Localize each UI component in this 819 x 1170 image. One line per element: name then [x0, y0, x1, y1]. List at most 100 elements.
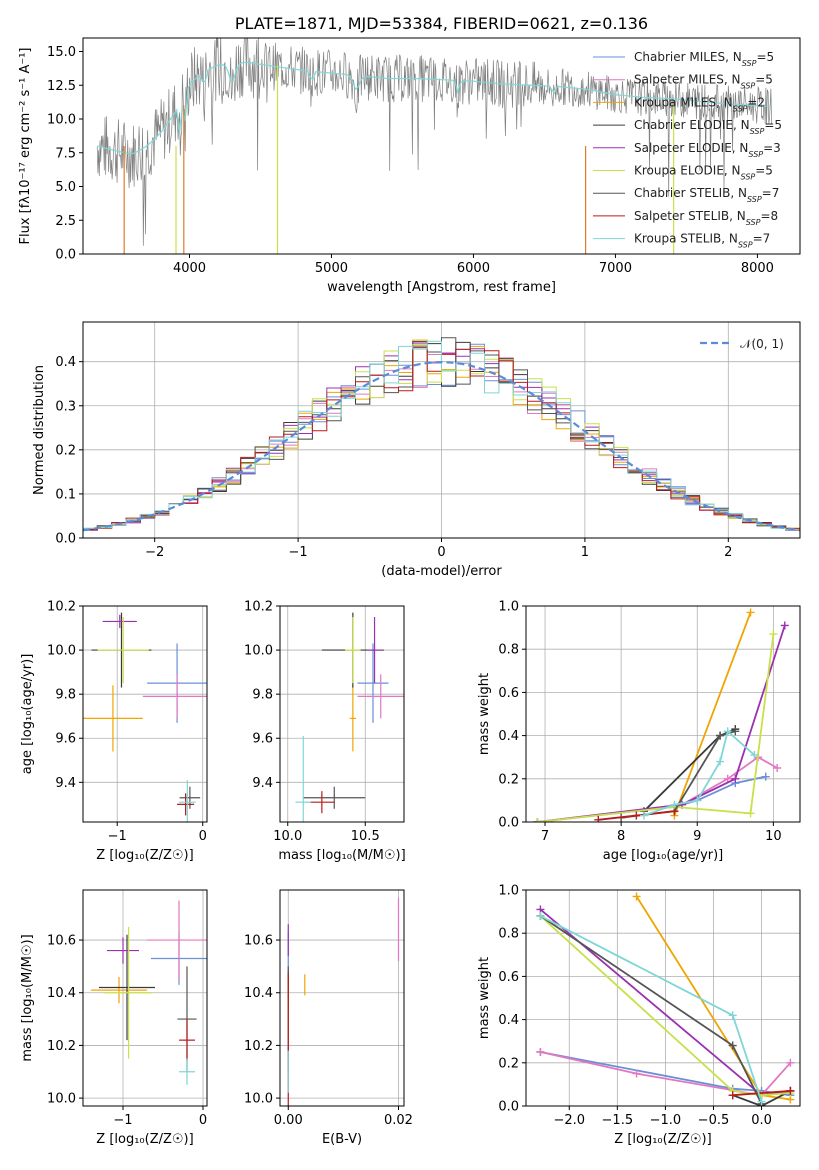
tick-label-y: 10.2 — [244, 1039, 273, 1054]
tick-label-x: 1 — [581, 545, 589, 560]
tick-label-y: 9.6 — [252, 732, 273, 747]
tick-label-y: 0.6 — [498, 686, 519, 701]
legend-subscript: SSP — [746, 217, 761, 226]
axis-label-y: mass weight — [477, 957, 492, 1039]
axis-label-y: mass [log₁₀(M/M☉)] — [20, 934, 35, 1061]
legend-value: =5 — [764, 118, 782, 132]
tick-label-y: 0.0 — [55, 248, 76, 263]
axis-label-x: Z [log₁₀(Z/Z☉)] — [96, 1132, 193, 1147]
tick-label-x: 2 — [724, 545, 732, 560]
weight-series-line — [537, 633, 775, 822]
weight-series-line — [643, 728, 736, 812]
weight-point-marker — [746, 608, 755, 617]
weight-point-marker — [536, 1048, 545, 1056]
tick-label-y: 10.6 — [244, 934, 273, 949]
axis-label-x: Z [log₁₀(Z/Z☉)] — [614, 1132, 711, 1147]
tick-label-x: 0.0 — [751, 1113, 772, 1128]
tick-label-x: 8 — [617, 829, 625, 844]
tick-label-x: 0 — [199, 1113, 207, 1128]
tick-label-y: 10.0 — [47, 1092, 76, 1107]
spectrum-data-line — [96, 38, 772, 246]
axes-frame — [82, 321, 801, 539]
weight-point-marker — [780, 621, 789, 630]
tick-label-y: 10.0 — [47, 113, 76, 128]
tick-label-x: 0 — [199, 829, 207, 844]
spectrum-model-line — [97, 61, 771, 155]
gaussian-curve — [83, 360, 800, 532]
tick-label-x: −2 — [145, 545, 164, 560]
legend-subscript: SSP — [747, 195, 762, 204]
tick-label-x: 10.0 — [273, 829, 302, 844]
axes-frame — [82, 37, 801, 255]
tick-label-y: 0.4 — [498, 729, 519, 744]
tick-label-y: 10.4 — [47, 986, 76, 1001]
weight-point-marker — [716, 757, 725, 766]
tick-label-y: 12.5 — [47, 79, 76, 94]
chart-title: PLATE=1871, MJD=53384, FIBERID=0621, z=0… — [235, 14, 648, 33]
histogram-series — [83, 340, 800, 531]
tick-label-x: 0.00 — [274, 1113, 303, 1128]
axis-label-x: Z [log₁₀(Z/Z☉)] — [96, 848, 193, 863]
tick-label-y: 10.6 — [47, 934, 76, 949]
tick-label-y: 0.6 — [498, 970, 519, 985]
legend-label: Kroupa STELIB, NSSP=7 — [634, 232, 770, 250]
tick-label-y: 0.2 — [498, 1056, 519, 1071]
tick-label-x: 10.5 — [351, 829, 380, 844]
legend-label: Chabrier STELIB, NSSP=7 — [634, 186, 779, 204]
legend-subscript: SSP — [741, 172, 756, 181]
legend-value: =2 — [747, 95, 765, 109]
tick-label-x: 0 — [437, 545, 445, 560]
tick-label-x: −1.0 — [650, 1113, 682, 1128]
tick-label-y: 0.4 — [498, 1013, 519, 1028]
axis-label-x: wavelength [Angstrom, rest frame] — [327, 280, 556, 295]
axes-frame — [82, 605, 208, 823]
tick-label-y: 10.0 — [244, 644, 273, 659]
tick-label-x: 7000 — [599, 261, 632, 276]
weight-point-marker — [723, 774, 732, 783]
tick-label-x: −1 — [289, 545, 308, 560]
tick-label-y: 0.3 — [55, 399, 76, 414]
axis-label-y: Normed distribution — [32, 365, 47, 495]
weight-series-line — [537, 625, 786, 822]
weight-series-line — [732, 1090, 791, 1106]
tick-label-x: 10 — [765, 829, 782, 844]
plot-area-age-vs-Z — [83, 612, 207, 822]
legend-subscript: SSP — [750, 127, 765, 136]
weight-series-line — [673, 612, 752, 816]
tick-label-x: 9 — [693, 829, 701, 844]
tick-label-y: 0.8 — [498, 927, 519, 942]
weight-point-marker — [786, 1058, 795, 1067]
tick-label-x: −1 — [108, 829, 127, 844]
axes-spectrum: 4000 5000 6000 7000 8000 0.0 2.5 5.0 7.5 10.0 12.5… — [18, 45, 774, 295]
weight-point-marker — [670, 800, 679, 809]
weight-point-marker — [769, 630, 778, 639]
tick-label-y: 10.2 — [244, 600, 273, 615]
tick-label-y: 0.2 — [55, 443, 76, 458]
axis-label-y: mass weight — [477, 673, 492, 755]
tick-label-y: 10.4 — [244, 986, 273, 1001]
legend-value: =3 — [763, 141, 781, 155]
tick-label-y: 9.8 — [252, 688, 273, 703]
legend-label: Kroupa MILES, NSSP=2 — [634, 95, 765, 113]
plot-area-weight-vs-Z — [536, 892, 795, 1106]
weight-point-marker — [731, 727, 740, 736]
tick-label-y: 0.1 — [55, 487, 76, 502]
tick-label-y: 1.0 — [498, 600, 519, 615]
tick-label-y: 10.2 — [47, 1039, 76, 1054]
axes-frame — [279, 889, 405, 1107]
legend-value: =7 — [762, 186, 780, 200]
tick-label-y: 5.0 — [55, 180, 76, 195]
axes-weight-vs-Z: −2.0 −1.5 −1.0 −0.5 0.0 0.0 0.2 0.4 0.6 0.8 1.0 Z [… — [477, 884, 800, 1147]
legend-subscript: SSP — [741, 81, 756, 90]
axes-frame — [279, 605, 405, 823]
legend-subscript: SSP — [748, 149, 763, 158]
tick-label-y: 10.0 — [47, 644, 76, 659]
weight-series-line — [540, 1051, 792, 1097]
weight-point-marker — [536, 911, 545, 920]
tick-label-y: 0.8 — [498, 643, 519, 658]
legend-subscript: SSP — [733, 104, 748, 113]
plot-area-residuals — [83, 337, 800, 532]
legend-label: Chabrier ELODIE, NSSP=5 — [634, 118, 782, 136]
legend-label: Salpeter MILES, NSSP=5 — [634, 73, 773, 91]
